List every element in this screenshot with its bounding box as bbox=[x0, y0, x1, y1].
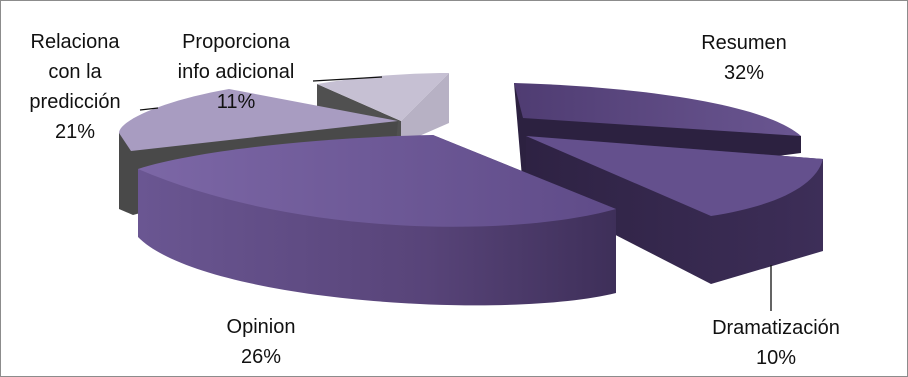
label-opinion-value: 26% bbox=[240, 346, 282, 368]
label-proporciona-line2: info adicional bbox=[177, 61, 295, 83]
label-opinion: Opinion 26% bbox=[196, 312, 326, 372]
label-relaciona: Relaciona con la predicción 21% bbox=[15, 27, 135, 147]
slice-opinion bbox=[138, 135, 616, 306]
label-relaciona-line2: con la bbox=[48, 61, 102, 83]
label-relaciona-line1: Relaciona bbox=[30, 31, 120, 53]
leader-line-proporciona bbox=[312, 76, 383, 82]
label-dramatizacion-value: 10% bbox=[755, 347, 797, 369]
slice-proporciona-wall bbox=[401, 73, 449, 144]
label-dramatizacion-name: Dramatización bbox=[712, 317, 840, 339]
label-relaciona-value: 21% bbox=[54, 121, 96, 143]
label-resumen-value: 32% bbox=[723, 62, 765, 84]
slice-proporciona-top bbox=[317, 73, 449, 121]
label-resumen: Resumen 32% bbox=[689, 28, 799, 88]
leader-line-relaciona bbox=[139, 107, 159, 111]
label-dramatizacion: Dramatización 10% bbox=[691, 313, 861, 373]
slice-dramatizacion-top bbox=[526, 136, 823, 216]
label-proporciona-value: 11% bbox=[216, 91, 256, 113]
label-resumen-name: Resumen bbox=[701, 32, 787, 54]
slice-relaciona-top bbox=[119, 89, 398, 151]
slice-resumen-top bbox=[514, 83, 801, 136]
slice-opinion-top bbox=[138, 135, 616, 227]
slice-dramatizacion bbox=[526, 136, 823, 284]
label-proporciona: Proporciona info adicional 11% bbox=[156, 27, 316, 117]
label-relaciona-line3: predicción bbox=[29, 91, 121, 113]
label-opinion-name: Opinion bbox=[226, 316, 296, 338]
label-proporciona-line1: Proporciona bbox=[182, 31, 290, 53]
